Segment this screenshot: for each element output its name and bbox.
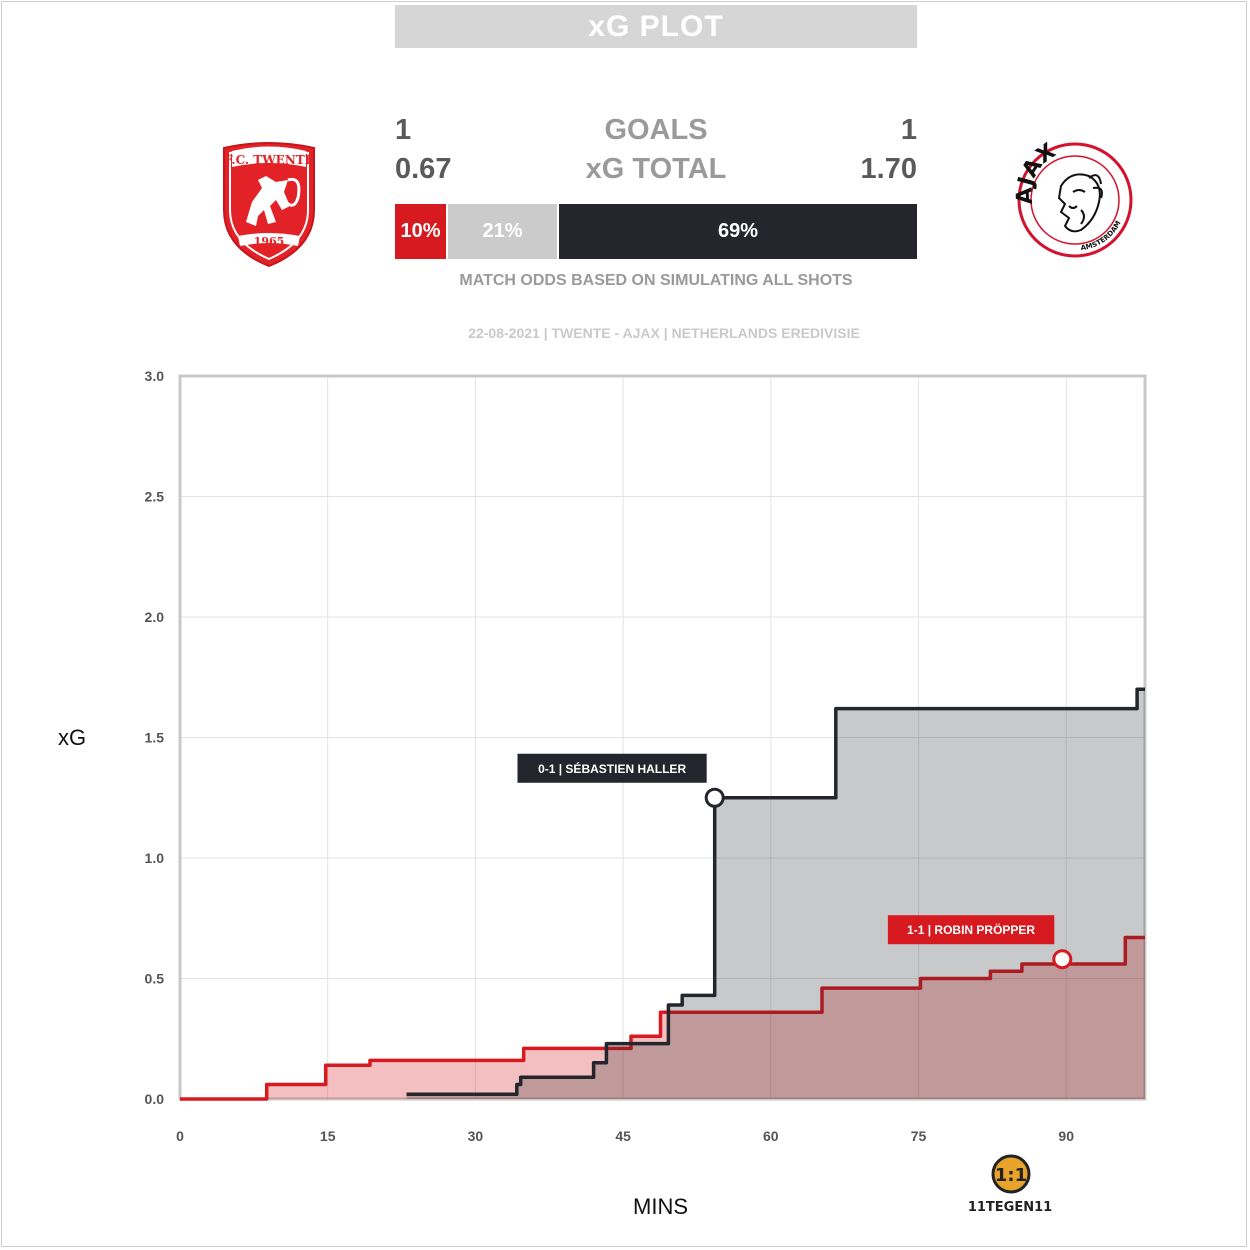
goals-label: GOALS bbox=[604, 114, 708, 146]
away-xg-total: 1.70 bbox=[860, 153, 917, 185]
y-axis-label: xG bbox=[58, 725, 87, 750]
goal-label: 0-1 | SÉBASTIEN HALLER bbox=[538, 761, 686, 776]
y-tick-label: 0.5 bbox=[145, 971, 165, 987]
y-tick-label: 3.0 bbox=[145, 368, 165, 384]
goal-label: 1-1 | ROBIN PRÖPPER bbox=[907, 922, 1035, 937]
y-tick-label: 2.0 bbox=[145, 609, 165, 625]
home-xg-total: 0.67 bbox=[395, 153, 452, 185]
goal-marker bbox=[1052, 949, 1073, 970]
odds-note: MATCH ODDS BASED ON SIMULATING ALL SHOTS bbox=[459, 272, 853, 289]
svg-text:1:1: 1:1 bbox=[995, 1165, 1027, 1186]
plot-frame bbox=[178, 374, 1147, 1101]
series-area-0 bbox=[180, 937, 1145, 1099]
11tegen11-logo-icon: 1:1 11TEGEN11 bbox=[968, 1154, 1052, 1215]
draw-pct: 21% bbox=[482, 220, 523, 242]
away-win-pct: 69% bbox=[717, 220, 759, 242]
xg-total-label: xG TOTAL bbox=[585, 153, 727, 185]
series-area-1 bbox=[406, 689, 1145, 1099]
x-tick-label: 30 bbox=[468, 1128, 484, 1144]
home-win-pct: 10% bbox=[400, 220, 441, 242]
y-tick-label: 1.0 bbox=[145, 850, 165, 866]
match-info: 22-08-2021 | TWENTE - AJAX | NETHERLANDS… bbox=[468, 325, 860, 341]
brand-text: 11TEGEN11 bbox=[968, 1200, 1052, 1215]
home-win-bar: 10% bbox=[395, 204, 446, 259]
series-line-1 bbox=[406, 687, 1145, 1096]
fc-twente-crest-icon: F.C. TWENTE 1965 bbox=[223, 142, 315, 268]
x-tick-label: 90 bbox=[1058, 1128, 1074, 1144]
ajax-crest-icon: AJAX AMSTERDAM bbox=[1015, 140, 1133, 258]
x-tick-label: 0 bbox=[176, 1128, 184, 1144]
goal-label-box bbox=[517, 753, 707, 783]
home-goals: 1 bbox=[395, 114, 412, 146]
page-title: xG PLOT bbox=[588, 9, 724, 43]
title-bar: xG PLOT bbox=[395, 5, 917, 48]
away-win-bar: 69% bbox=[559, 204, 917, 259]
x-tick-label: 45 bbox=[615, 1128, 631, 1144]
goal-label-box bbox=[887, 915, 1055, 945]
x-tick-label: 15 bbox=[320, 1128, 336, 1144]
x-tick-label: 60 bbox=[763, 1128, 779, 1144]
x-tick-label: 75 bbox=[911, 1128, 927, 1144]
goal-marker bbox=[704, 787, 725, 808]
y-tick-label: 2.5 bbox=[145, 489, 165, 505]
y-tick-label: 1.5 bbox=[145, 730, 165, 746]
away-goals: 1 bbox=[900, 114, 917, 146]
home-crest-year: 1965 bbox=[254, 235, 285, 248]
home-crest-text: F.C. TWENTE bbox=[224, 153, 314, 167]
x-axis-label: MINS bbox=[633, 1194, 688, 1219]
draw-bar: 21% bbox=[448, 204, 557, 259]
y-tick-label: 0.0 bbox=[145, 1091, 165, 1107]
series-line-0 bbox=[180, 935, 1145, 1101]
